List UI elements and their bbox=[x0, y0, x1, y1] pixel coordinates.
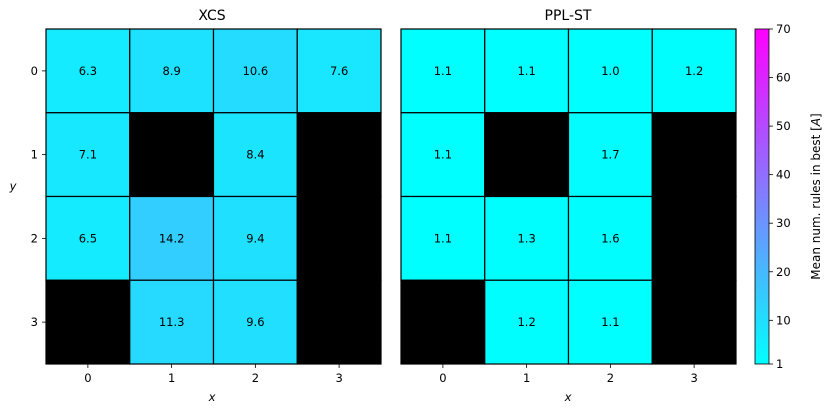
heatmap-cell bbox=[400, 279, 486, 365]
colorbar-label-text: Mean num. rules in best [ bbox=[809, 126, 823, 280]
cell-value-label: 1.0 bbox=[601, 64, 619, 78]
heatmap-cell bbox=[296, 279, 382, 365]
colorbar-tick-label: 40 bbox=[776, 168, 791, 182]
colorbar-ticks: 1 10 20 30 40 50 60 70 bbox=[769, 22, 791, 371]
heatmap-cell bbox=[45, 279, 131, 365]
cell-value-label: 1.2 bbox=[685, 64, 703, 78]
heatmap-cell bbox=[212, 28, 298, 114]
heatmap-cell bbox=[296, 195, 382, 281]
y-axis-label: y bbox=[9, 179, 17, 193]
colorbar-gradient bbox=[754, 28, 770, 365]
cell-value-label: 6.3 bbox=[79, 64, 97, 78]
cell-value-label: 11.3 bbox=[159, 315, 185, 329]
y-tick-label: 0 bbox=[31, 64, 38, 78]
cell-value-label: 1.1 bbox=[434, 148, 452, 162]
heatmap-cell bbox=[651, 28, 737, 114]
x-axis-label-xcs: x bbox=[208, 390, 216, 404]
x-tick-label: 3 bbox=[335, 371, 342, 385]
cell-value-label: 1.1 bbox=[517, 64, 535, 78]
heatmap-cell bbox=[651, 279, 737, 365]
colorbar-label: Mean num. rules in best [A] bbox=[809, 113, 823, 279]
heatmap-cell bbox=[484, 28, 570, 114]
colorbar-tick-label: 50 bbox=[776, 119, 791, 133]
y-tick-label: 3 bbox=[31, 315, 38, 329]
heatmap-panel-xcs: XCS 6.3 8.9 10.6 7.6 7.1 8.4 6.5 14.2 9.4 11.3 9.6… bbox=[9, 8, 382, 404]
colorbar-tick-label: 1 bbox=[776, 357, 783, 371]
cell-value-label: 6.5 bbox=[79, 231, 97, 245]
colorbar: 1 10 20 30 40 50 60 70 Mean num. rules in best … bbox=[754, 22, 823, 371]
heatmap-cells-ppl-st: 1.1 1.1 1.0 1.2 1.1 1.7 1.1 1.3 1.6 1.2 1.1 bbox=[400, 28, 737, 365]
heatmap-cell bbox=[567, 112, 653, 198]
heatmap-cell bbox=[129, 112, 215, 198]
cell-value-label: 8.9 bbox=[162, 64, 180, 78]
cell-value-label: 7.1 bbox=[79, 148, 97, 162]
cell-value-label: 14.2 bbox=[159, 231, 185, 245]
colorbar-tick-label: 20 bbox=[776, 265, 791, 279]
colorbar-tick-label: 10 bbox=[776, 313, 791, 327]
heatmap-ticks-ppl-st: 0 1 2 3 bbox=[439, 364, 698, 385]
x-tick-label: 0 bbox=[84, 371, 91, 385]
heatmap-cell bbox=[484, 195, 570, 281]
y-tick-label: 2 bbox=[31, 231, 38, 245]
x-tick-label: 0 bbox=[439, 371, 446, 385]
cell-value-label: 1.1 bbox=[601, 315, 619, 329]
heatmap-cell bbox=[45, 28, 131, 114]
heatmap-cell bbox=[651, 195, 737, 281]
heatmap-cell bbox=[651, 112, 737, 198]
heatmap-cell bbox=[567, 28, 653, 114]
heatmap-cell bbox=[400, 28, 486, 114]
x-tick-label: 2 bbox=[607, 371, 614, 385]
x-axis-label-ppl-st: x bbox=[564, 390, 572, 404]
cell-value-label: 7.6 bbox=[330, 64, 348, 78]
x-tick-label: 3 bbox=[690, 371, 697, 385]
cell-value-label: 1.1 bbox=[434, 231, 452, 245]
heatmap-cell bbox=[129, 279, 215, 365]
cell-value-label: 9.6 bbox=[246, 315, 264, 329]
cell-value-label: 1.1 bbox=[434, 64, 452, 78]
heatmap-ticks-xcs: 0 1 2 3 0 1 2 3 bbox=[31, 64, 343, 385]
colorbar-tick-label: 60 bbox=[776, 71, 791, 85]
heatmap-cell bbox=[484, 112, 570, 198]
cell-value-label: 1.6 bbox=[601, 231, 619, 245]
panel-title-xcs: XCS bbox=[198, 8, 225, 24]
cell-value-label: 1.7 bbox=[601, 148, 619, 162]
x-tick-label: 1 bbox=[168, 371, 175, 385]
heatmap-panel-ppl-st: PPL-ST 1.1 1.1 1.0 1.21.1 1.71.1 1.3 1.61.2 1.1… bbox=[400, 8, 737, 404]
colorbar-tick-label: 30 bbox=[776, 216, 791, 230]
colorbar-label-variable: A bbox=[809, 118, 823, 127]
cell-value-label: 9.4 bbox=[246, 231, 264, 245]
cell-value-label: 8.4 bbox=[246, 148, 264, 162]
cell-value-label: 10.6 bbox=[243, 64, 269, 78]
heatmap-cell bbox=[212, 195, 298, 281]
heatmap-cell bbox=[129, 28, 215, 114]
heatmap-cell bbox=[45, 195, 131, 281]
colorbar-label-bracket: ] bbox=[809, 113, 823, 118]
cell-value-label: 1.3 bbox=[517, 231, 535, 245]
heatmap-cell bbox=[400, 112, 486, 198]
panel-title-ppl-st: PPL-ST bbox=[545, 8, 592, 24]
heatmap-cells-xcs: 6.3 8.9 10.6 7.6 7.1 8.4 6.5 14.2 9.4 11.3 9.6 bbox=[45, 28, 382, 365]
cell-value-label: 1.2 bbox=[517, 315, 535, 329]
heatmap-cell bbox=[129, 195, 215, 281]
heatmap-cell bbox=[400, 195, 486, 281]
y-tick-label: 1 bbox=[31, 148, 38, 162]
x-tick-label: 1 bbox=[523, 371, 530, 385]
heatmap-cell bbox=[296, 112, 382, 198]
heatmap-cell bbox=[484, 279, 570, 365]
x-tick-label: 2 bbox=[252, 371, 259, 385]
colorbar-tick-label: 70 bbox=[776, 22, 791, 36]
